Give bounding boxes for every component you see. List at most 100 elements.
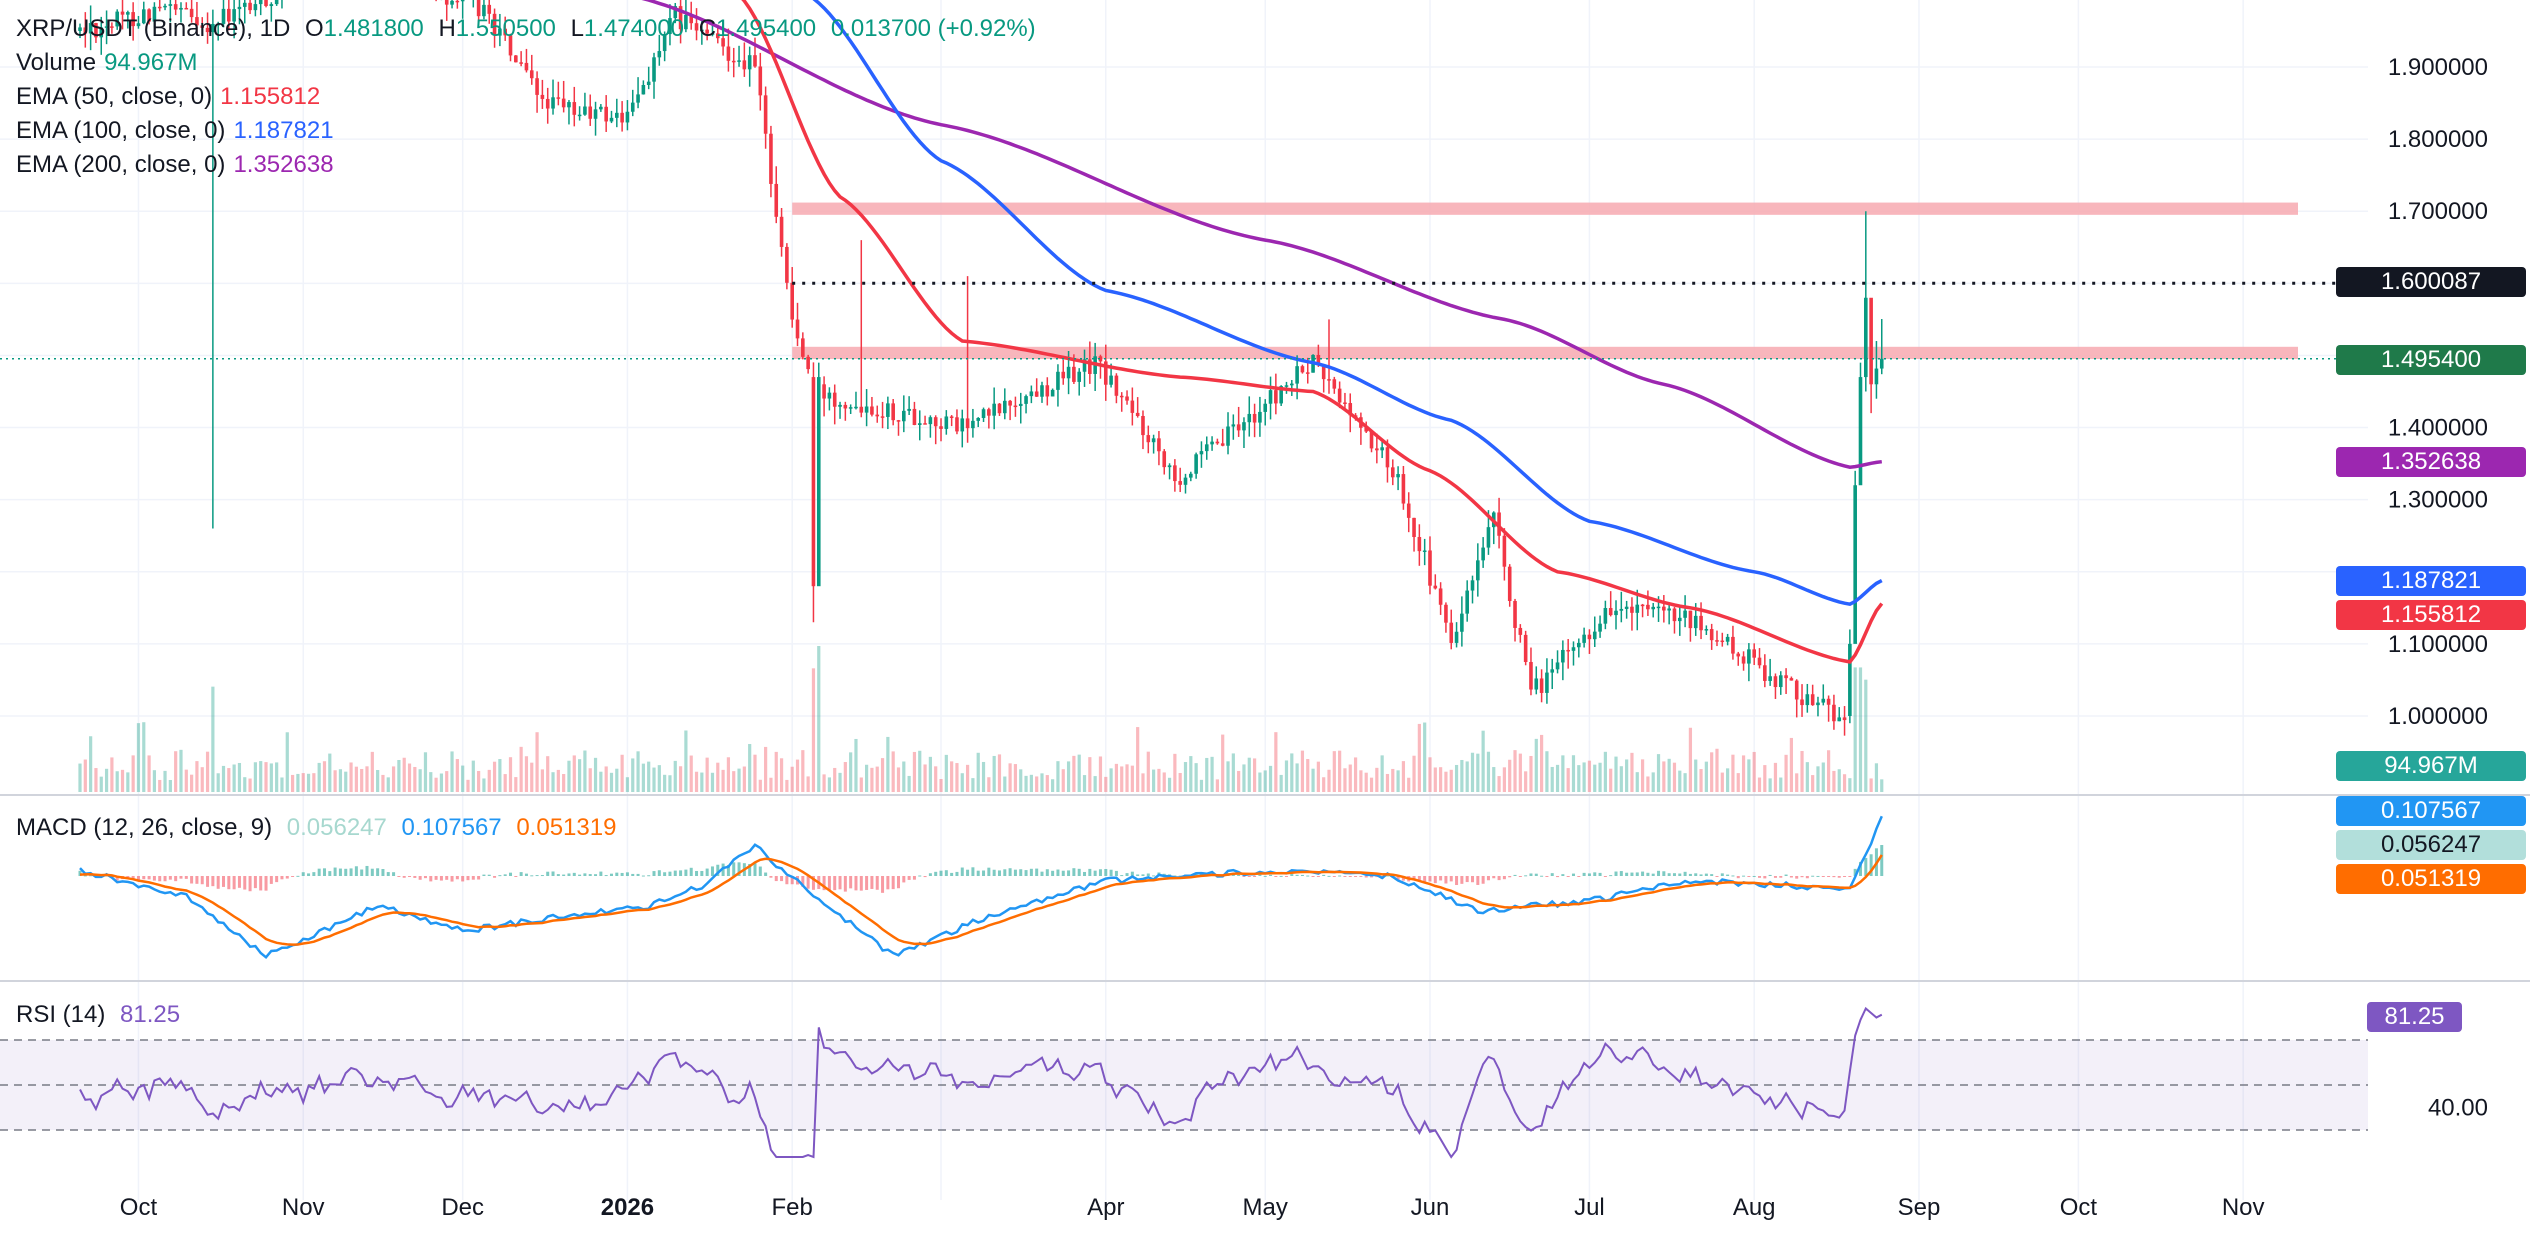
volume-bar xyxy=(1550,766,1554,792)
candle-body xyxy=(731,60,736,63)
macd-histogram-bar xyxy=(1067,870,1071,876)
macd-histogram-bar xyxy=(131,876,135,880)
macd-histogram-bar xyxy=(1657,870,1661,876)
macd-histogram-bar xyxy=(1853,868,1857,876)
candle-body xyxy=(1534,678,1539,690)
candle-body xyxy=(1199,451,1204,455)
volume-bar xyxy=(997,754,1002,792)
volume-bar xyxy=(1019,769,1023,792)
macd-histogram-bar xyxy=(216,876,220,889)
volume-bar xyxy=(328,753,332,792)
candle-body xyxy=(1151,438,1156,443)
volume-bar xyxy=(875,766,879,792)
ema200-label: EMA (200, close, 0) xyxy=(16,151,226,178)
candle-body xyxy=(801,338,805,357)
candle-body xyxy=(1220,443,1225,446)
ema50-legend[interactable]: EMA (50, close, 0) 1.155812 xyxy=(16,80,1044,114)
candle-body xyxy=(987,409,991,416)
candle-body xyxy=(971,420,975,429)
macd-histogram-bar xyxy=(732,862,736,876)
candle-body xyxy=(1114,375,1119,396)
macd-histogram-bar xyxy=(1864,857,1868,876)
volume-bar xyxy=(976,752,980,792)
candle-body xyxy=(232,9,236,22)
macd-histogram-bar xyxy=(1635,872,1639,876)
candle-body xyxy=(264,0,268,7)
macd-histogram-bar xyxy=(1550,873,1554,876)
volume-bar xyxy=(115,771,119,792)
symbol-title[interactable]: XRP/USDT (Binance), 1D xyxy=(16,15,291,42)
volume-bar xyxy=(1741,755,1746,792)
macd-histogram-bar xyxy=(482,874,486,876)
candle-body xyxy=(588,106,593,119)
macd-histogram-bar xyxy=(1768,874,1772,876)
volume-bar xyxy=(179,749,183,792)
volume-bar xyxy=(1454,764,1459,792)
ema200-legend[interactable]: EMA (200, close, 0) 1.352638 xyxy=(16,148,1044,182)
macd-histogram-bar xyxy=(434,876,438,880)
volume-bar xyxy=(519,746,523,792)
candle-body xyxy=(1364,427,1369,432)
macd-histogram-bar xyxy=(487,874,491,876)
candle-body xyxy=(1545,672,1549,693)
macd-histogram-bar xyxy=(865,876,869,890)
candle-body xyxy=(1646,604,1650,610)
volume-bar xyxy=(546,756,550,792)
macd-histogram-bar xyxy=(1651,873,1655,876)
candle-body xyxy=(721,38,725,47)
candle-body xyxy=(1810,694,1815,706)
volume-bar xyxy=(1587,760,1592,792)
candle-body xyxy=(1757,657,1762,666)
macd-histogram-bar xyxy=(280,876,284,880)
candle-body xyxy=(1173,465,1177,482)
volume-bar xyxy=(211,686,215,792)
macd-histogram-bar xyxy=(1880,845,1884,876)
volume-bar xyxy=(742,766,746,792)
candle-body xyxy=(1268,390,1273,404)
rsi-legend[interactable]: RSI (14) 81.25 xyxy=(16,998,188,1032)
volume-bar xyxy=(886,736,890,792)
macd-histogram-bar xyxy=(1083,871,1087,876)
candle-body xyxy=(1210,441,1214,445)
macd-histogram-bar xyxy=(1348,876,1352,877)
candle-body xyxy=(1539,678,1544,693)
macd-histogram-bar xyxy=(1497,876,1501,881)
ema100-legend[interactable]: EMA (100, close, 0) 1.187821 xyxy=(16,114,1044,148)
macd-histogram-bar xyxy=(609,873,613,876)
volume-bar xyxy=(1215,779,1219,792)
volume-bar xyxy=(1726,768,1730,792)
candle-body xyxy=(1778,675,1783,688)
volume-bar xyxy=(652,767,656,792)
volume-bar xyxy=(1237,770,1241,792)
volume-bar xyxy=(471,760,475,792)
macd-histogram-bar xyxy=(1837,876,1841,878)
candle-body xyxy=(1194,454,1198,474)
volume-bar xyxy=(1773,762,1778,792)
candle-body xyxy=(1518,627,1523,635)
volume-bar xyxy=(317,762,321,792)
volume-bar xyxy=(1125,764,1129,792)
symbol-row: XRP/USDT (Binance), 1D O1.481800 H1.5505… xyxy=(16,12,1044,46)
candle-body xyxy=(1449,622,1454,643)
macd-histogram-bar xyxy=(1694,873,1698,876)
macd-histogram-bar xyxy=(1449,876,1453,882)
macd-legend[interactable]: MACD (12, 26, close, 9) 0.056247 0.10756… xyxy=(16,811,624,845)
volume-bar xyxy=(1619,766,1623,792)
macd-histogram-bar xyxy=(136,876,140,882)
macd-histogram-bar xyxy=(891,876,895,890)
candle-body xyxy=(1321,365,1326,380)
macd-histogram-bar xyxy=(556,874,560,876)
volume-bar xyxy=(827,777,832,792)
candle-body xyxy=(939,426,943,429)
volume-legend[interactable]: Volume 94.967M xyxy=(16,46,1044,80)
price-tick-label: 1.300000 xyxy=(2388,487,2488,514)
candle-body xyxy=(1502,535,1507,567)
macd-histogram-bar xyxy=(1784,874,1788,876)
macd-histogram-bar xyxy=(1614,871,1618,876)
candle-body xyxy=(1040,385,1044,397)
candle-body xyxy=(896,420,901,422)
volume-bar xyxy=(1173,753,1177,792)
volume-bar xyxy=(477,770,481,792)
